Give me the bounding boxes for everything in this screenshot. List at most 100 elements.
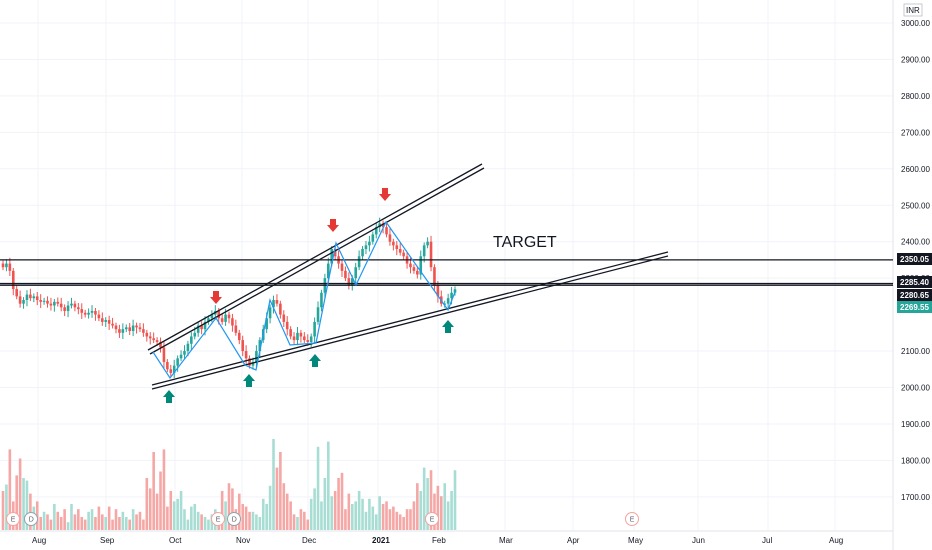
currency-label: INR <box>903 3 923 17</box>
price-badge[interactable] <box>897 253 932 265</box>
earnings-marker-icon[interactable] <box>6 512 20 526</box>
lower-trendline-2[interactable] <box>151 255 669 390</box>
volume-bar <box>77 509 80 530</box>
candle-body <box>316 307 320 322</box>
candle-body <box>186 343 190 352</box>
volume-bar <box>296 517 299 530</box>
volume-bar <box>159 471 162 530</box>
earnings-marker-icon[interactable] <box>425 512 439 526</box>
candle-body <box>395 245 399 249</box>
volume-bar <box>193 504 197 530</box>
volume-bar <box>416 483 419 530</box>
price-badge[interactable] <box>897 301 932 313</box>
price-badge-label: 2350.05 <box>900 255 929 264</box>
candle-body <box>145 332 149 337</box>
dividend-marker-icon[interactable] <box>227 512 241 526</box>
candle-body <box>32 296 36 299</box>
earnings-marker-icon[interactable] <box>625 512 639 526</box>
x-tick-label: 2021 <box>372 536 390 545</box>
volume-bar <box>111 519 114 530</box>
candle-body <box>193 332 197 337</box>
volume-bar <box>426 478 429 530</box>
candle-body <box>385 227 388 235</box>
candle-body <box>138 327 142 330</box>
volume-bar <box>350 504 354 530</box>
volume-bar <box>87 511 90 530</box>
price-badge-label: 2285.40 <box>900 278 929 287</box>
volume-bar <box>49 519 53 530</box>
candle-body <box>347 278 351 286</box>
candle-body <box>443 303 447 305</box>
x-tick-label: Jul <box>762 536 772 545</box>
candle-body <box>39 300 42 302</box>
volume-bar <box>265 504 268 530</box>
x-tick-label: Apr <box>567 536 580 545</box>
candle-body <box>388 234 392 242</box>
x-tick-label: Nov <box>236 536 250 545</box>
zigzag-pattern[interactable] <box>152 220 456 380</box>
volume-bar <box>169 491 173 530</box>
price-badge-label: 2280.65 <box>900 291 929 300</box>
signal-arrows <box>163 188 454 403</box>
candle-body <box>90 310 94 313</box>
candle-body <box>107 320 111 324</box>
volume-bar <box>409 509 412 530</box>
volume-bar <box>248 511 251 530</box>
drawing-layer[interactable] <box>0 163 893 390</box>
lower-trendline[interactable] <box>151 251 669 386</box>
volume-bar <box>200 514 203 530</box>
sell-arrow-icon <box>327 219 339 232</box>
upper-trendline-2[interactable] <box>149 167 485 355</box>
candle-body <box>237 332 241 341</box>
candle-body <box>80 309 84 313</box>
candle-body <box>416 270 419 275</box>
buy-arrow-icon <box>243 374 255 387</box>
candle-body <box>101 318 104 322</box>
volume-bar <box>29 493 32 530</box>
x-tick-label: May <box>628 536 643 545</box>
volume-bar <box>440 496 443 530</box>
dividend-marker-icon[interactable] <box>24 512 38 526</box>
volume-bar <box>166 506 169 530</box>
volume-bar <box>42 511 46 530</box>
event-marker-label: E <box>11 517 16 524</box>
volume-layer <box>1 439 457 530</box>
volume-bar <box>152 452 155 530</box>
upper-trendline[interactable] <box>147 163 483 351</box>
x-tick-label: Aug <box>829 536 843 545</box>
candle-body <box>42 300 46 302</box>
volume-bar <box>368 498 371 530</box>
candle-body <box>70 303 73 306</box>
price-badge[interactable] <box>897 276 932 288</box>
price-axis[interactable]: 3000.00 2900.00 2800.00 2700.00 2600.00 2500.… <box>897 19 932 502</box>
sell-arrow-icon <box>379 188 391 201</box>
x-tick-label: Sep <box>100 536 115 545</box>
candle-body <box>176 358 179 366</box>
candle-body <box>217 310 221 319</box>
y-tick-label: 1900.00 <box>901 420 930 429</box>
price-badge[interactable] <box>897 289 932 301</box>
x-tick-label: Jun <box>692 536 705 545</box>
volume-bar <box>443 483 447 530</box>
candle-body <box>374 227 378 235</box>
volume-bar <box>224 501 227 530</box>
volume-bar <box>131 509 135 530</box>
volume-bar <box>162 449 166 530</box>
volume-bar <box>101 514 104 530</box>
candle-body <box>121 329 125 333</box>
candle-body <box>268 307 272 319</box>
candle-body <box>381 223 385 228</box>
x-tick-label: Mar <box>499 536 513 545</box>
candle-body <box>224 314 227 322</box>
volume-bar <box>412 501 416 530</box>
event-marker-label: E <box>216 517 221 524</box>
candle-body <box>135 325 138 328</box>
volume-bar <box>272 439 275 530</box>
volume-bar <box>330 496 334 530</box>
candle-body <box>25 294 29 301</box>
time-axis[interactable]: Aug Sep Oct Nov Dec 2021 Feb Mar Apr May Jun Jul Aug <box>32 536 843 545</box>
earnings-marker-icon[interactable] <box>211 512 225 526</box>
